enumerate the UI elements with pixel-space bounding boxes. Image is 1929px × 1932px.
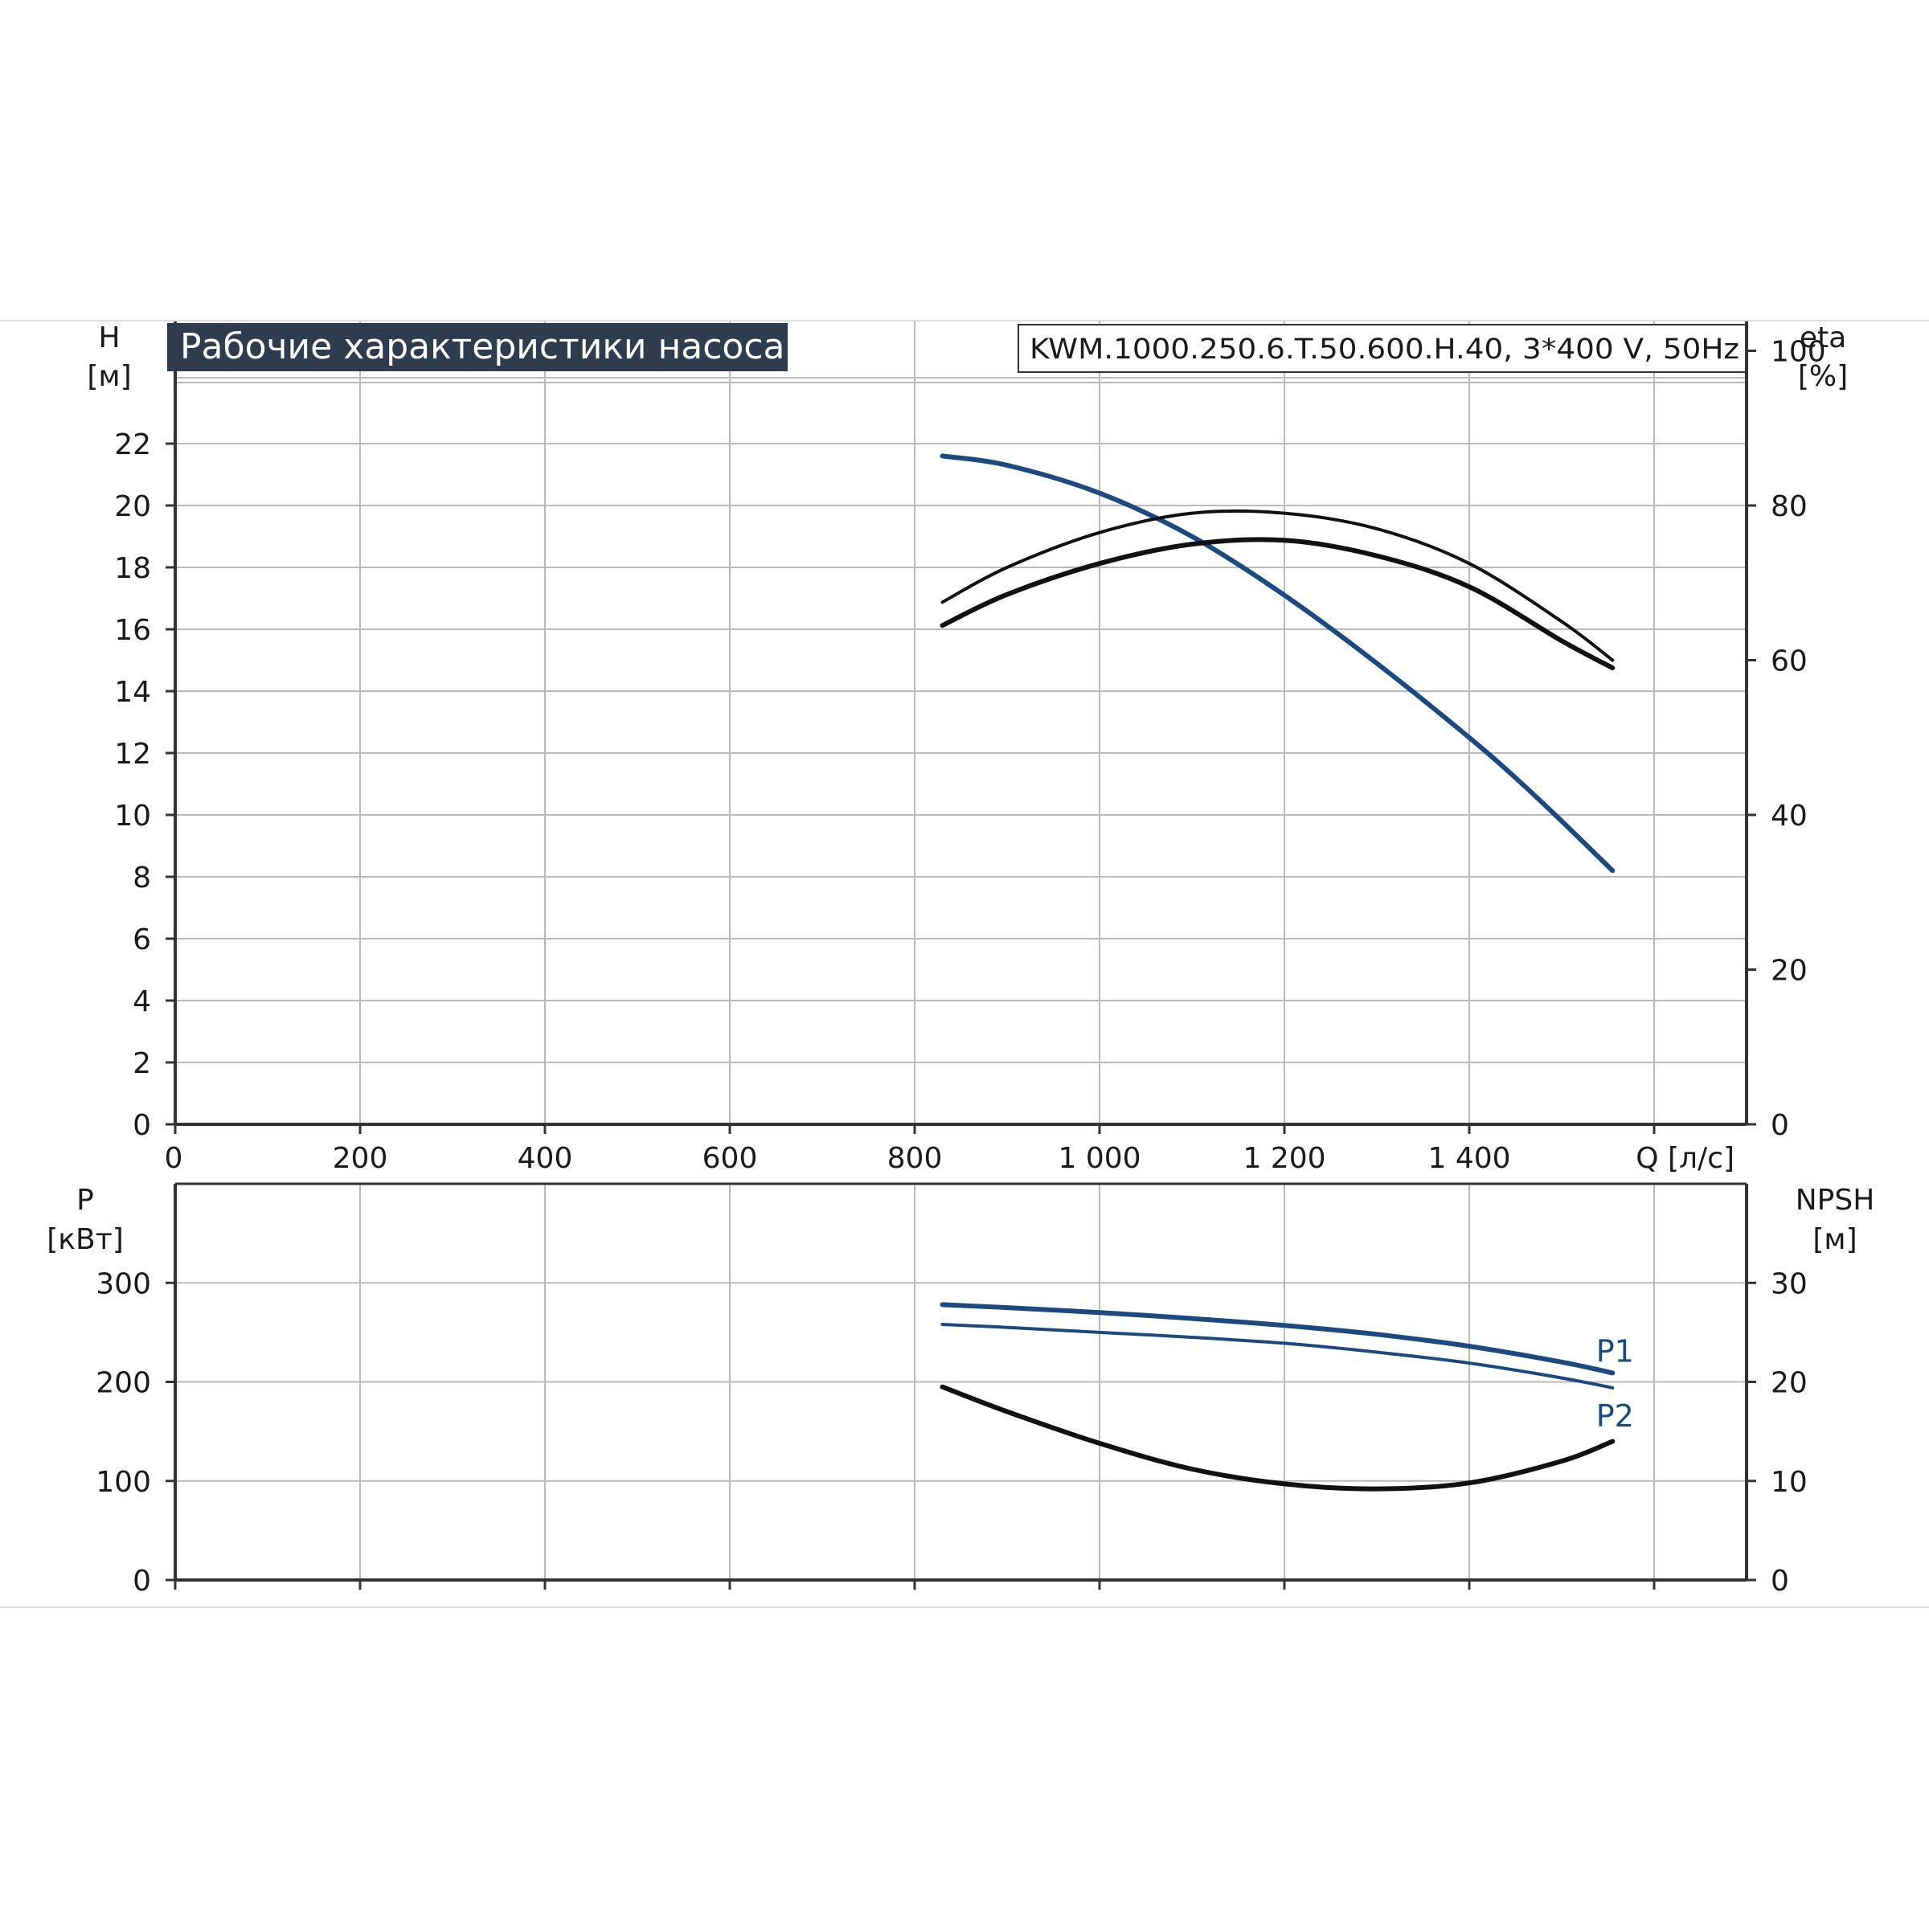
x-tick-label: 0 <box>165 1142 183 1175</box>
right-axis-title: eta <box>1800 321 1846 354</box>
power-npsh-panel: 0 100 200 300 0 10 20 30 P [кВт] NPSH [м] P1 P2 <box>47 1182 1875 1598</box>
x-tick-label: 400 <box>518 1142 573 1175</box>
left-tick-label: 16 <box>114 614 151 647</box>
title-background <box>167 323 788 371</box>
right-tick-label: 0 <box>1771 1109 1789 1142</box>
left-tick-label: 22 <box>114 428 151 461</box>
left-tick-label: 12 <box>114 738 151 771</box>
left-tick-label: 300 <box>96 1267 151 1300</box>
series-line <box>940 1384 1616 1492</box>
right-axis-unit: [м] <box>1812 1223 1857 1256</box>
left-axis-title: H <box>98 321 120 354</box>
series-line <box>940 1302 1616 1376</box>
left-tick-label: 0 <box>133 1109 151 1142</box>
left-tick-label: 18 <box>114 552 151 585</box>
x-tick-label: 1 400 <box>1427 1142 1510 1175</box>
left-tick-label: 100 <box>96 1466 151 1499</box>
series-label-p2: P2 <box>1596 1398 1634 1434</box>
model-box: KWM.1000.250.6.T.50.600.H.40, 3*400 V, 5… <box>1018 324 1747 373</box>
left-tick-label: 10 <box>114 800 151 833</box>
left-tick-label: 2 <box>133 1047 151 1080</box>
series-line <box>940 453 1616 874</box>
series-line <box>940 537 1616 671</box>
x-axis-label: Q [л/с] <box>1636 1142 1734 1175</box>
right-tick-label: 100 <box>1771 336 1826 369</box>
series-line <box>940 1323 1615 1390</box>
left-axis-unit: [м] <box>87 360 131 393</box>
title-box: Рабочие характеристики насоса <box>167 323 788 371</box>
right-tick-label: 40 <box>1771 800 1808 833</box>
model-label: KWM.1000.250.6.T.50.600.H.40, 3*400 V, 5… <box>1030 334 1739 366</box>
left-axis-title: P <box>76 1184 94 1217</box>
left-tick-label: 200 <box>96 1367 151 1400</box>
x-tick-label: 1 200 <box>1243 1142 1325 1175</box>
left-tick-label: 4 <box>133 985 151 1018</box>
left-tick-label: 6 <box>133 923 151 956</box>
right-tick-label: 20 <box>1771 1367 1808 1400</box>
x-tick-label: 600 <box>702 1142 758 1175</box>
right-tick-label: 60 <box>1771 645 1808 678</box>
left-tick-label: 14 <box>114 676 151 709</box>
right-axis-unit: [%] <box>1798 360 1848 393</box>
x-tick-label: 1 000 <box>1058 1142 1141 1175</box>
head-efficiency-panel: 0 2 4 6 8 10 12 14 16 18 20 22 0 20 40 60 80 100 0 200 400 60… <box>87 321 1848 1175</box>
chart-title: Рабочие характеристики насоса <box>180 326 784 367</box>
model-label-border <box>1018 324 1747 373</box>
right-tick-label: 0 <box>1771 1565 1789 1598</box>
left-axis-unit: [кВт] <box>47 1223 124 1256</box>
left-tick-label: 8 <box>133 862 151 894</box>
right-tick-label: 80 <box>1771 490 1808 523</box>
right-tick-label: 20 <box>1771 955 1808 988</box>
series-label-p1: P1 <box>1596 1333 1634 1369</box>
x-tick-label: 200 <box>333 1142 388 1175</box>
right-axis-title: NPSH <box>1796 1184 1875 1217</box>
right-tick-label: 30 <box>1771 1267 1808 1300</box>
left-tick-label: 20 <box>114 490 151 523</box>
x-tick-label: 800 <box>887 1142 943 1175</box>
series-line <box>940 509 1615 662</box>
right-tick-label: 10 <box>1771 1466 1808 1499</box>
left-tick-label: 0 <box>133 1565 151 1598</box>
